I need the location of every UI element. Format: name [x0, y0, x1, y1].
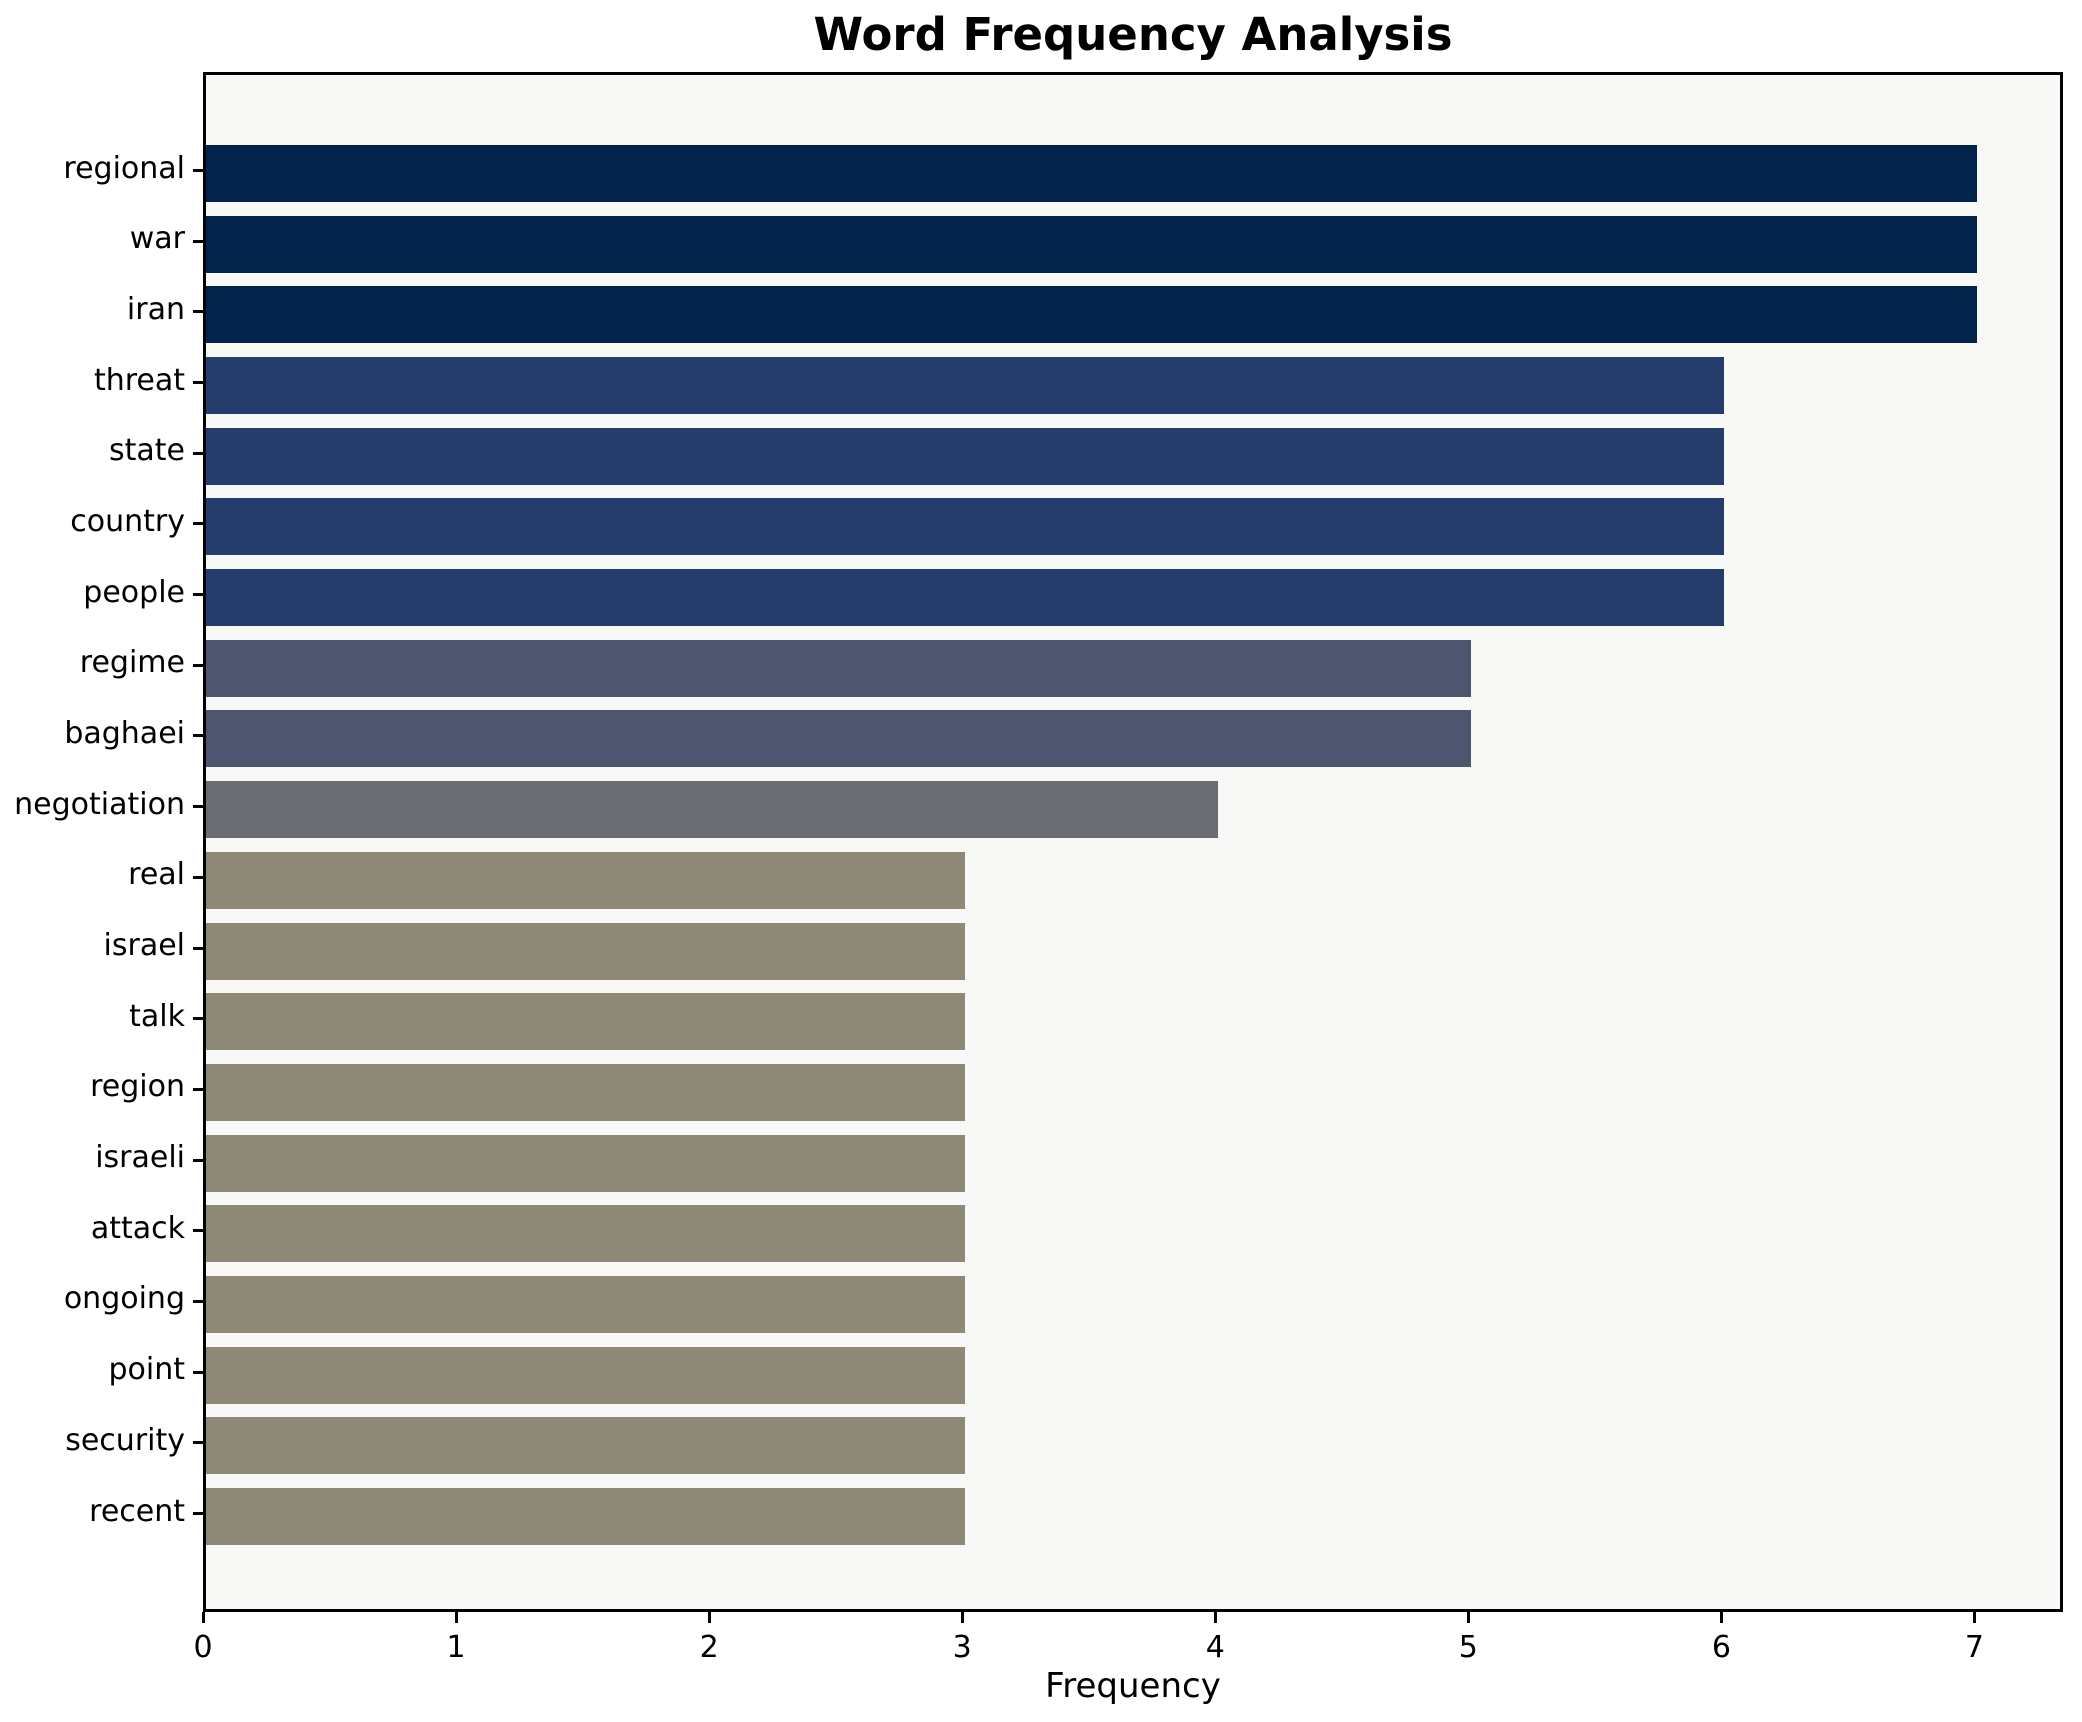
x-tick-mark — [1719, 1612, 1723, 1623]
bar-real — [206, 851, 966, 909]
x-tick-label-7: 7 — [1964, 1630, 1984, 1665]
bar-regime — [206, 639, 1472, 697]
x-tick-label-1: 1 — [446, 1630, 466, 1665]
y-tick-label-regime: regime — [79, 645, 185, 681]
bar-attack — [206, 1205, 966, 1263]
y-tick-label-iran: iran — [126, 291, 185, 327]
y-tick-mark — [193, 946, 203, 950]
y-tick-mark — [193, 169, 203, 172]
x-tick-mark — [1972, 1612, 1976, 1623]
y-tick-mark — [193, 451, 203, 455]
y-tick-label-threat: threat — [93, 362, 185, 398]
y-tick-mark — [193, 381, 203, 385]
y-tick-label-region: region — [90, 1069, 185, 1105]
bar-recent — [206, 1488, 966, 1545]
y-tick-mark — [193, 1017, 203, 1021]
y-tick-mark — [193, 663, 203, 667]
y-tick-mark — [193, 239, 203, 243]
x-tick-label-4: 4 — [1205, 1630, 1225, 1665]
y-tick-mark — [193, 1299, 203, 1303]
y-tick-mark — [193, 593, 203, 597]
bar-israeli — [206, 1134, 966, 1192]
bar-ongoing — [206, 1275, 966, 1333]
x-tick-label-2: 2 — [699, 1630, 719, 1665]
y-tick-label-ongoing: ongoing — [63, 1281, 185, 1317]
x-axis-title: Frequency — [1045, 1666, 1221, 1706]
bar-country — [206, 498, 1725, 556]
y-tick-mark — [193, 734, 203, 738]
chart-title: Word Frequency Analysis — [813, 8, 1453, 61]
y-tick-mark — [193, 522, 203, 526]
y-tick-label-point: point — [108, 1352, 185, 1388]
bar-people — [206, 569, 1725, 627]
y-tick-label-negotiation: negotiation — [14, 786, 185, 822]
y-tick-label-people: people — [83, 574, 185, 610]
bar-security — [206, 1417, 966, 1475]
bar-israel — [206, 922, 966, 980]
y-tick-label-attack: attack — [90, 1210, 185, 1246]
x-tick-mark — [454, 1612, 458, 1623]
y-tick-label-war: war — [129, 221, 185, 257]
y-tick-mark — [193, 875, 203, 879]
y-tick-label-israel: israel — [103, 928, 185, 964]
x-tick-mark — [707, 1612, 711, 1623]
bar-point — [206, 1346, 966, 1404]
bar-war — [206, 215, 1978, 273]
y-tick-label-recent: recent — [89, 1493, 185, 1529]
y-tick-mark — [193, 1087, 203, 1091]
bar-talk — [206, 993, 966, 1051]
x-tick-label-3: 3 — [952, 1630, 972, 1665]
y-tick-mark — [193, 1441, 203, 1445]
bar-threat — [206, 357, 1725, 415]
x-tick-mark — [201, 1612, 205, 1623]
y-tick-mark — [193, 805, 203, 809]
bar-negotiation — [206, 781, 1219, 839]
y-tick-label-israeli: israeli — [95, 1140, 185, 1176]
y-tick-mark — [193, 310, 203, 314]
y-tick-label-security: security — [65, 1422, 185, 1458]
bar-regional — [206, 145, 1978, 202]
bar-baghaei — [206, 710, 1472, 768]
plot-area — [203, 72, 2063, 1612]
x-tick-label-6: 6 — [1711, 1630, 1731, 1665]
bar-iran — [206, 286, 1978, 344]
y-tick-mark — [193, 1158, 203, 1162]
y-tick-mark — [193, 1370, 203, 1374]
y-tick-label-state: state — [109, 433, 185, 469]
y-tick-label-regional: regional — [63, 150, 185, 186]
y-tick-label-baghaei: baghaei — [64, 715, 185, 751]
x-tick-label-5: 5 — [1458, 1630, 1478, 1665]
y-tick-label-real: real — [128, 857, 185, 893]
y-tick-label-talk: talk — [129, 998, 185, 1034]
y-tick-label-country: country — [70, 503, 185, 539]
bar-region — [206, 1063, 966, 1121]
x-tick-mark — [960, 1612, 964, 1623]
x-tick-mark — [1466, 1612, 1470, 1623]
y-tick-mark — [193, 1229, 203, 1233]
bar-state — [206, 427, 1725, 485]
x-tick-mark — [1213, 1612, 1217, 1623]
y-tick-mark — [193, 1512, 203, 1515]
x-tick-label-0: 0 — [193, 1630, 213, 1665]
